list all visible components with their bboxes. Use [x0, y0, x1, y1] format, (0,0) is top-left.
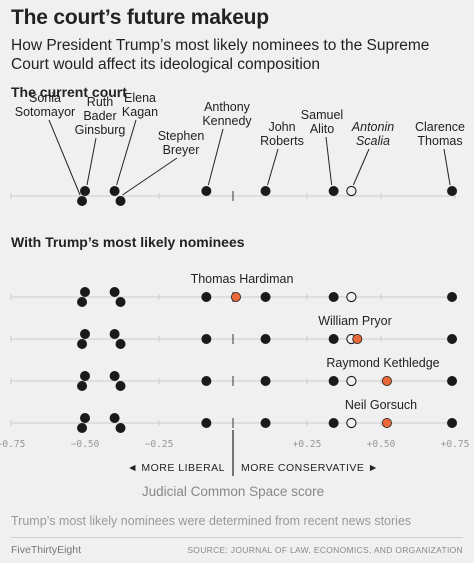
justice-leader-line — [443, 148, 451, 186]
justice-dot — [260, 185, 271, 196]
section-title-current-court: The current court — [11, 84, 127, 100]
justice-leader-line — [352, 148, 370, 186]
justice-dot — [109, 286, 120, 297]
brand-logo-text: FiveThirtyEight — [11, 544, 82, 556]
justice-label: Scalia — [356, 134, 390, 148]
justice-label: Samuel — [301, 108, 343, 122]
justice-label: Ruth — [87, 95, 113, 109]
justice-leader-line — [325, 136, 333, 186]
justice-dot — [115, 380, 126, 391]
nominee-dot — [230, 291, 241, 302]
tick-label: −0.50 — [71, 439, 100, 450]
justice-dot — [346, 375, 357, 387]
justice-dot — [80, 328, 91, 339]
nominee-label: Neil Gorsuch — [345, 398, 417, 412]
justice-dot — [80, 370, 91, 381]
justice-leader-line — [122, 157, 178, 196]
justice-dot — [346, 291, 357, 303]
justice-dot — [260, 375, 271, 386]
section-title-nominees: With Trump’s most likely nominees — [11, 234, 245, 250]
justice-leader-line — [207, 128, 224, 186]
justice-dot — [260, 333, 271, 344]
justice-label: Sonia — [29, 91, 61, 105]
justice-dot — [201, 375, 212, 386]
justice-dot — [328, 375, 339, 386]
tick-label: −0.25 — [145, 439, 174, 450]
justice-label: Roberts — [260, 134, 304, 148]
justice-dot — [201, 417, 212, 428]
tick-label: +0.75 — [441, 439, 470, 450]
footnote: Trump’s most likely nominees were determ… — [11, 514, 412, 528]
footer-divider — [11, 537, 463, 538]
justice-dot — [447, 291, 458, 302]
justice-label: John — [268, 120, 295, 134]
justice-dot — [77, 380, 88, 391]
justice-label: Kagan — [122, 105, 158, 119]
justice-leader-line — [116, 119, 137, 186]
justice-dot — [328, 291, 339, 302]
tick-label: −0.75 — [0, 439, 25, 450]
justice-label: Sotomayor — [15, 105, 75, 119]
justice-dot — [115, 422, 126, 433]
nominee-dot — [381, 375, 392, 386]
nominee-dot — [352, 333, 363, 344]
justice-label: Breyer — [163, 143, 200, 157]
justice-label: Stephen — [158, 129, 205, 143]
justice-label: Kennedy — [202, 114, 252, 128]
justice-dot — [447, 375, 458, 386]
justice-label: Bader — [83, 109, 116, 123]
justice-dot — [109, 412, 120, 423]
nominee-label: Thomas Hardiman — [191, 272, 294, 286]
justice-dot — [260, 291, 271, 302]
direction-label-conservative: MORE CONSERVATIVE ► — [241, 462, 379, 474]
justice-dot — [77, 338, 88, 349]
justice-label: Alito — [310, 122, 334, 136]
justice-label: Ginsburg — [75, 123, 126, 137]
justice-dot — [80, 412, 91, 423]
justice-dot — [346, 417, 357, 429]
justice-dot — [77, 195, 88, 206]
justice-dot — [346, 185, 357, 197]
nominee-label: William Pryor — [318, 314, 392, 328]
justice-label: Thomas — [417, 134, 462, 148]
source-credit: SOURCE: JOURNAL OF LAW, ECONOMICS, AND O… — [187, 545, 463, 555]
nominee-dot — [381, 417, 392, 428]
justice-dot — [260, 417, 271, 428]
justice-dot — [447, 417, 458, 428]
justice-dot — [201, 333, 212, 344]
justice-dot — [77, 422, 88, 433]
justice-dot — [109, 185, 120, 196]
justice-dot — [447, 185, 458, 196]
justice-leader-line — [86, 137, 97, 186]
justice-label: Clarence — [415, 120, 465, 134]
justice-dot — [447, 333, 458, 344]
justice-dot — [109, 328, 120, 339]
chart-title: The court’s future makeup — [11, 6, 269, 29]
tick-label: +0.25 — [293, 439, 322, 450]
justice-dot — [77, 296, 88, 307]
justice-dot — [80, 185, 91, 196]
justice-dot — [201, 291, 212, 302]
justice-label: Anthony — [204, 100, 251, 114]
justice-dot — [201, 185, 212, 196]
justice-dot — [328, 417, 339, 428]
justice-leader-line — [267, 148, 279, 186]
direction-label-liberal: ◄ MORE LIBERAL — [127, 462, 225, 474]
justice-dot — [80, 286, 91, 297]
justice-label: Elena — [124, 91, 156, 105]
chart-subtitle: How President Trump’s most likely nomine… — [11, 37, 430, 73]
justice-dot — [115, 338, 126, 349]
justice-dot — [328, 333, 339, 344]
justice-leader-line — [48, 119, 81, 196]
nominee-label: Raymond Kethledge — [326, 356, 439, 370]
justice-dot — [115, 195, 126, 206]
tick-label: +0.50 — [367, 439, 396, 450]
x-axis-label: Judicial Common Space score — [142, 484, 324, 499]
justice-dot — [115, 296, 126, 307]
justice-label: Antonin — [351, 120, 394, 134]
justice-dot — [328, 185, 339, 196]
justice-dot — [109, 370, 120, 381]
